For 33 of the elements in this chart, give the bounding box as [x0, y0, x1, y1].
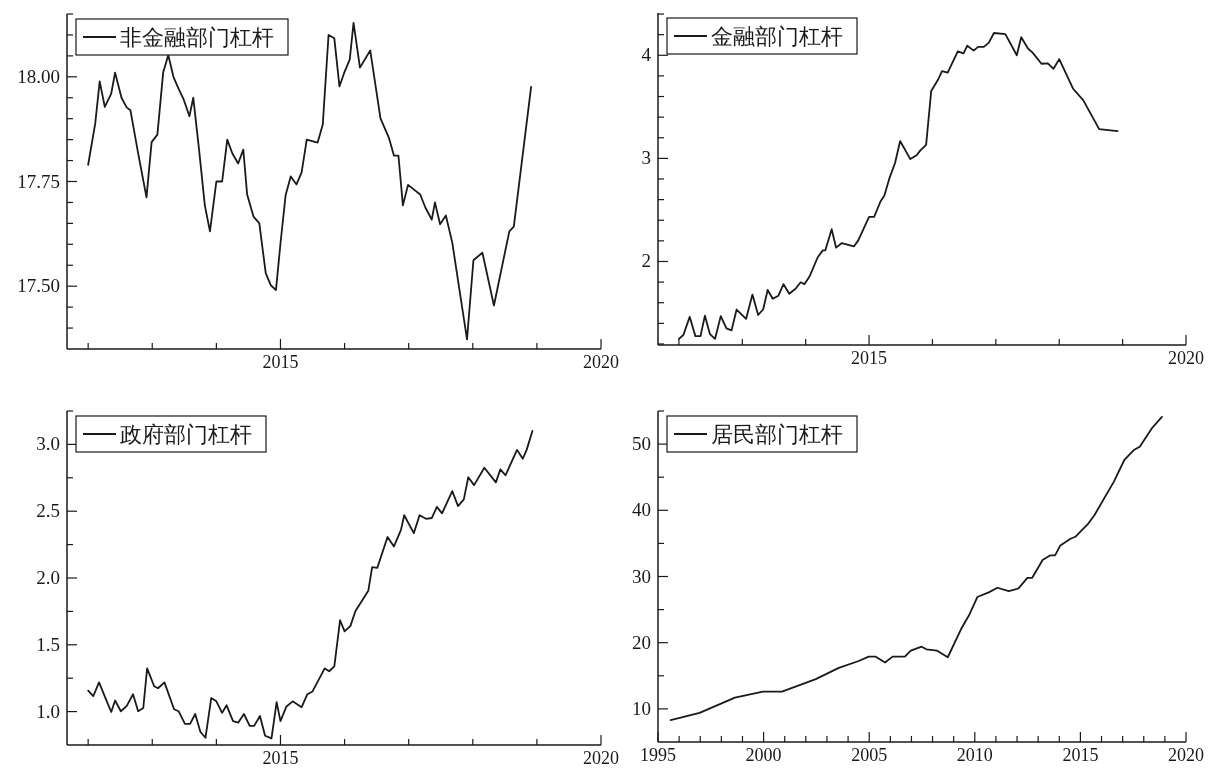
- y-tick-label: 30: [632, 565, 651, 587]
- x-tick-label: 1995: [640, 745, 676, 765]
- y-tick-label: 20: [632, 631, 651, 653]
- y-tick-label: 10: [632, 697, 651, 719]
- y-tick-label: 17.50: [17, 275, 60, 297]
- y-tick-label: 1.0: [36, 700, 60, 722]
- x-tick-label: 2010: [956, 745, 993, 765]
- x-tick-label: 2015: [262, 748, 299, 768]
- y-tick-label: 2.0: [36, 567, 60, 588]
- x-tick-label: 2020: [1168, 348, 1204, 368]
- x-tick-label: 2015: [262, 352, 299, 372]
- y-tick-label: 2: [641, 250, 651, 272]
- y-tick-label: 1.5: [36, 633, 60, 655]
- y-tick-label: 50: [632, 433, 651, 455]
- y-tick-label: 2.5: [36, 500, 60, 522]
- y-tick-label: 3: [641, 147, 651, 169]
- x-tick-label: 2020: [583, 352, 619, 372]
- legend-label: 金融部门杠杆: [711, 24, 843, 49]
- y-tick-label: 18.00: [17, 65, 60, 87]
- y-tick-label: 40: [632, 499, 651, 521]
- x-tick-label: 2015: [851, 348, 888, 368]
- x-tick-label: 2015: [1062, 745, 1099, 765]
- x-tick-label: 2005: [851, 745, 888, 765]
- x-tick-label: 2000: [745, 745, 782, 765]
- y-tick-label: 3.0: [36, 433, 60, 455]
- legend-label: 非金融部门杠杆: [120, 25, 274, 50]
- line-series: [669, 416, 1163, 722]
- legend-label: 政府部门杠杆: [120, 422, 252, 447]
- x-tick-label: 2020: [1168, 745, 1204, 765]
- legend-label: 居民部门杠杆: [711, 422, 843, 447]
- y-tick-label: 4: [641, 44, 652, 66]
- x-tick-label: 2020: [583, 748, 619, 768]
- y-tick-label: 17.75: [17, 170, 60, 192]
